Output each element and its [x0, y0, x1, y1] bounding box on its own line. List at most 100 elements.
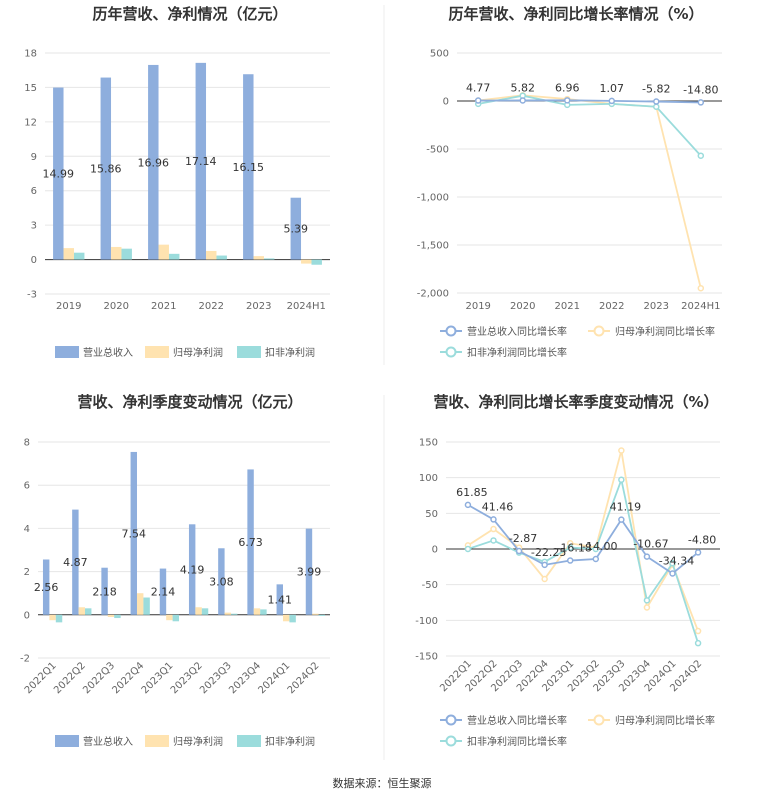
- bar-value-label: 3.99: [297, 566, 322, 579]
- point-revenue-growth: [515, 547, 523, 555]
- point-value-label: -5.82: [642, 83, 670, 96]
- bar-net-profit: [253, 608, 261, 615]
- chart-quarterly-growth-rate: 营收、净利同比增长率季度变动情况（%） -150 -100 -50 0 50 100 150…: [415, 393, 720, 748]
- y-tick-label: -500: [426, 145, 449, 156]
- y-tick-label: 100: [419, 473, 438, 484]
- legend: 营业总收入 归母净利润 扣非净利润: [55, 346, 315, 359]
- bar-revenue: [148, 64, 159, 260]
- bar-deducted-profit: [263, 258, 275, 260]
- bar-net-profit: [111, 246, 122, 260]
- y-tick-label: 3: [31, 221, 37, 232]
- y-tick-label: -2: [20, 654, 30, 665]
- bar-revenue: [243, 74, 254, 260]
- point-net-profit-growth: [618, 447, 625, 454]
- bar-value-label: 3.08: [209, 576, 234, 589]
- bar-deducted-profit: [121, 248, 132, 260]
- series-line-net-profit-growth: [478, 94, 702, 289]
- point-revenue-growth: [566, 557, 574, 564]
- line-series: [474, 91, 705, 292]
- grid-lines: [446, 441, 720, 657]
- data-source-note: 数据来源：恒生聚源: [333, 776, 432, 790]
- bar-net-profit: [107, 614, 115, 617]
- x-tick-label: 2019: [465, 301, 490, 312]
- chart-title: 历年营收、净利情况（亿元）: [92, 5, 287, 23]
- legend-marker: [445, 325, 457, 337]
- bar-revenue: [218, 548, 225, 615]
- y-tick-labels: -150 -100 -50 0 50 100 150: [415, 438, 438, 663]
- point-revenue-growth: [694, 549, 702, 556]
- data-labels: 2.56 4.87 2.18 7.54 2.14 4.19 3.08 6.73 1.41 3.99: [34, 527, 321, 606]
- chart-quarterly-revenue-profit: 营收、净利季度变动情况（亿元） -2 0 2 4 6 8 2022Q12022Q22022…: [20, 393, 330, 748]
- point-net-profit-growth: [541, 575, 548, 583]
- legend-label: 营业总收入: [83, 735, 133, 748]
- y-tick-label: 15: [24, 83, 37, 94]
- point-value-label: 61.85: [456, 486, 488, 499]
- bar-deducted-profit: [318, 614, 326, 616]
- legend-marker: [593, 714, 605, 726]
- point-net-profit-growth: [490, 525, 497, 533]
- bar-revenue: [100, 77, 112, 260]
- x-tick-label: 2022: [199, 301, 224, 312]
- y-tick-label: 0: [24, 610, 30, 621]
- point-value-label: -10.67: [633, 538, 668, 551]
- bar-value-label: 2.18: [92, 585, 117, 598]
- point-value-label: 4.77: [466, 82, 491, 95]
- x-tick-label: 2023: [644, 301, 669, 312]
- legend-label: 扣非净利润: [265, 346, 315, 359]
- series-line-revenue-growth: [478, 99, 701, 104]
- y-tick-label: -100: [415, 616, 438, 627]
- bar-value-label: 14.99: [43, 168, 75, 181]
- bar-net-profit: [206, 250, 217, 260]
- point-value-label: 41.19: [610, 501, 642, 514]
- legend-label: 营业总收入同比增长率: [467, 714, 567, 727]
- y-tick-label: -150: [415, 652, 438, 663]
- bar-revenue: [305, 528, 313, 615]
- bar-deducted-profit: [201, 608, 209, 615]
- bar-revenue: [159, 568, 167, 615]
- bar-revenue: [195, 62, 207, 260]
- y-tick-label: 150: [419, 438, 438, 449]
- y-tick-label: 6: [31, 186, 37, 197]
- x-tick-label: 2023: [246, 301, 271, 312]
- point-value-label: 6.96: [555, 81, 580, 94]
- bar-net-profit: [195, 607, 202, 615]
- bar-deducted-profit: [143, 597, 150, 615]
- y-tick-label: -3: [27, 290, 37, 301]
- x-tick-labels: 2022Q12022Q22022Q32022Q42023Q12023Q22023…: [438, 658, 704, 694]
- bar-value-label: 7.54: [122, 527, 147, 540]
- point-value-label: -16.18: [556, 542, 591, 555]
- point-value-label: 5.82: [510, 81, 535, 94]
- point-value-label: -4.80: [688, 533, 716, 546]
- legend-label: 归母净利润同比增长率: [615, 325, 715, 338]
- point-revenue-growth: [490, 516, 497, 523]
- bar-net-profit: [78, 607, 86, 615]
- legend-marker: [593, 325, 605, 337]
- bar-revenue: [42, 559, 50, 615]
- point-value-label: -34.34: [659, 554, 694, 567]
- bar-revenue: [188, 524, 196, 615]
- legend-marker: [445, 346, 457, 358]
- point-value-label: -14.80: [683, 83, 718, 96]
- y-tick-label: 6: [24, 481, 30, 492]
- legend: 营业总收入 归母净利润 扣非净利润: [55, 735, 315, 748]
- point-deducted-profit-growth: [697, 152, 705, 159]
- point-deducted-profit-growth: [669, 560, 676, 567]
- legend-swatch: [237, 735, 261, 747]
- bar-net-profit: [224, 612, 232, 615]
- legend-label: 归母净利润: [173, 735, 223, 748]
- point-revenue-growth: [643, 553, 651, 560]
- bar-series: [42, 451, 326, 623]
- bar-net-profit: [63, 248, 74, 260]
- bar-value-label: 6.73: [238, 536, 263, 549]
- bar-revenue: [130, 451, 137, 615]
- series-line-deducted-profit-growth: [478, 94, 702, 157]
- bar-deducted-profit: [168, 253, 180, 260]
- bar-series: [53, 62, 322, 265]
- y-tick-label: 4: [24, 524, 30, 535]
- x-tick-label: 2024H1: [681, 301, 720, 312]
- y-tick-label: 0: [31, 255, 37, 266]
- data-labels: 14.99 15.86 16.96 17.14 16.15 5.39: [43, 155, 308, 235]
- series-line-revenue-growth: [467, 504, 699, 575]
